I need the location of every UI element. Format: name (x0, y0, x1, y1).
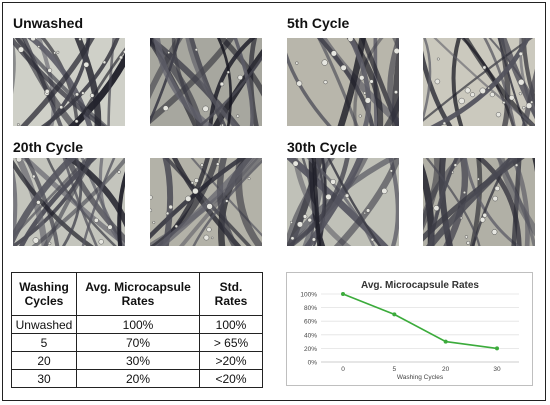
table-row: 5 70% > 65% (11, 333, 263, 352)
data-point (495, 346, 499, 351)
cell-std-rate: <20% (199, 369, 263, 388)
micrograph-20th-cycle-2 (150, 158, 262, 246)
cell-avg-rate: 20% (76, 369, 200, 388)
cell-cycles: 20 (11, 351, 77, 370)
micrograph-5th-cycle-1 (287, 38, 399, 126)
x-tick-label: 20 (442, 366, 450, 373)
cell-avg-rate: 100% (76, 315, 200, 334)
x-axis-label: Washing Cycles (397, 374, 444, 381)
cell-std-rate: 100% (199, 315, 263, 334)
micrograph-30th-cycle-1 (287, 158, 399, 246)
data-point (392, 312, 397, 317)
micrograph-unwashed-2 (150, 38, 262, 126)
y-tick-label: 80% (304, 305, 317, 312)
table-row: 30 20% <20% (11, 369, 263, 388)
header-avg-microcapsule-rates: Avg. Microcapsule Rates (76, 272, 200, 316)
x-tick-label: 5 (393, 366, 397, 373)
table-row: 20 30% >20% (11, 351, 263, 370)
cell-cycles: 5 (11, 333, 77, 352)
header-washing-cycles: Washing Cycles (11, 272, 77, 316)
cell-cycles: 30 (11, 369, 77, 388)
micrograph-5th-cycle-2 (423, 38, 535, 126)
panel-title-unwashed: Unwashed (13, 15, 84, 31)
cell-avg-rate: 30% (76, 351, 200, 370)
y-tick-label: 0% (308, 360, 318, 367)
line-chart: Avg. Microcapsule Rates 0% 20% 40% 60% 80% 100… (286, 272, 533, 386)
cell-avg-rate: 70% (76, 333, 200, 352)
table-row: Unwashed 100% 100% (11, 315, 263, 334)
chart-title: Avg. Microcapsule Rates (361, 280, 479, 291)
cell-std-rate: >20% (199, 351, 263, 370)
series-line (342, 293, 498, 350)
data-point (341, 292, 345, 296)
data-point (443, 339, 448, 344)
cell-cycles: Unwashed (11, 315, 77, 334)
y-tick-label: 40% (304, 332, 317, 339)
header-std-rates: Std. Rates (199, 272, 263, 316)
panel-title-30th-cycle: 30th Cycle (287, 139, 358, 155)
chart-canvas: Avg. Microcapsule Rates 0% 20% 40% 60% 80% 100… (300, 280, 519, 381)
x-tick-label: 30 (493, 366, 501, 373)
micrograph-20th-cycle-1 (13, 158, 125, 246)
micrograph-unwashed-1 (13, 38, 125, 126)
cell-std-rate: > 65% (199, 333, 263, 352)
y-tick-label: 60% (304, 319, 317, 326)
x-tick-label: 0 (341, 366, 345, 373)
micrograph-30th-cycle-2 (423, 158, 535, 246)
y-tick-label: 20% (304, 346, 317, 353)
panel-title-20th-cycle: 20th Cycle (13, 139, 84, 155)
panel-title-5th-cycle: 5th Cycle (287, 15, 350, 31)
table-header-row: Washing Cycles Avg. Microcapsule Rates S… (11, 272, 263, 316)
y-tick-label: 100% (300, 292, 317, 299)
microcapsule-rates-table: Washing Cycles Avg. Microcapsule Rates S… (11, 272, 263, 388)
